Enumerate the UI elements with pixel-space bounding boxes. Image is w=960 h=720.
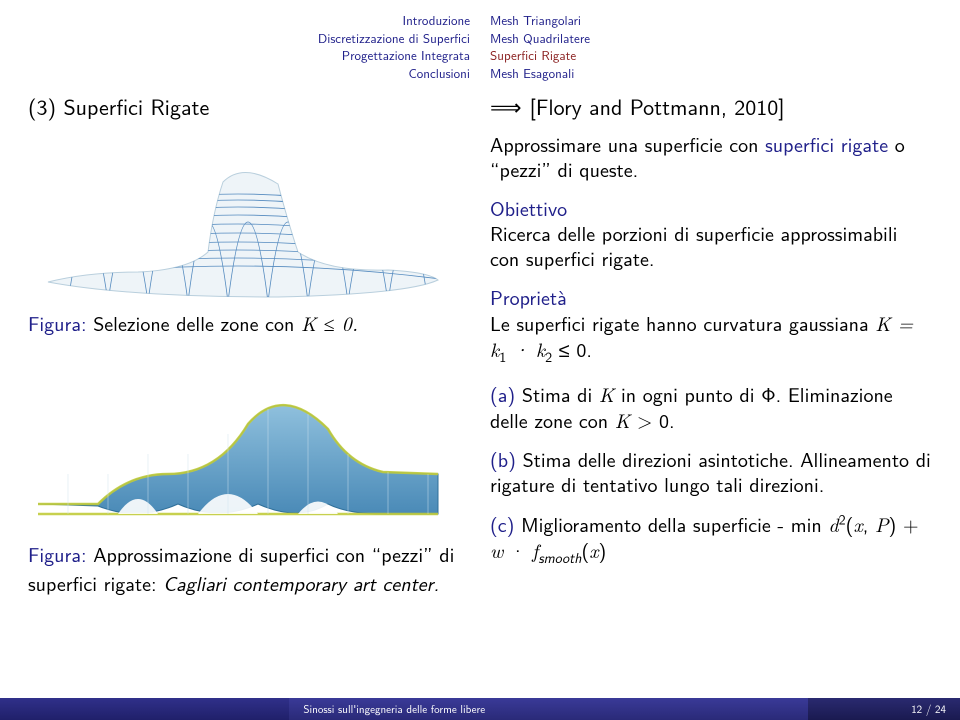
figure-2-caption: Figura: Approssimazione di superfici con… bbox=[28, 540, 470, 598]
figure-1-image bbox=[28, 132, 448, 302]
header-left: Introduzione Discretizzazione di Superfi… bbox=[0, 12, 480, 80]
header-nav: Introduzione Discretizzazione di Superfi… bbox=[0, 0, 960, 80]
left-column: (3) Superfici Rigate bbox=[28, 90, 470, 698]
figure-1: Figura: Selezione delle zone con K ≤ 0. bbox=[28, 132, 470, 354]
intro-para: Approssimare una superficie con superfic… bbox=[490, 132, 932, 182]
figure-2-image bbox=[28, 354, 448, 534]
footer: Sinossi sull'ingegneria delle forme libe… bbox=[0, 698, 960, 720]
figure-1-caption: Figura: Selezione delle zone con K ≤ 0. bbox=[28, 308, 358, 338]
highlight: Proprietà bbox=[490, 283, 567, 312]
step-a: (a) Stima di K in ogni punto di Φ. Elimi… bbox=[490, 381, 932, 433]
slide-title-left: (3) Superfici Rigate bbox=[28, 90, 470, 122]
header-right: Mesh Triangolari Mesh Quadrilatere Super… bbox=[480, 12, 960, 80]
nav-item-current[interactable]: Superfici Rigate bbox=[490, 47, 960, 65]
step-c: (c) Miglioramento della superficie - min… bbox=[490, 511, 932, 568]
highlight: superfici rigate bbox=[765, 130, 888, 159]
citation: [Flory and Pottmann, 2010] bbox=[530, 90, 785, 122]
caption-label: Figura: bbox=[28, 540, 93, 569]
caption-label: Figura: bbox=[28, 309, 93, 338]
slide-title-right: ⟹[Flory and Pottmann, 2010] bbox=[490, 90, 932, 122]
footer-title: Sinossi sull'ingegneria delle forme libe… bbox=[289, 698, 808, 720]
nav-item[interactable]: Introduzione bbox=[0, 12, 470, 30]
nav-item[interactable]: Discretizzazione di Superfici bbox=[0, 30, 470, 48]
nav-item[interactable]: Progettazione Integrata bbox=[0, 47, 470, 65]
objective-para: Obiettivo Ricerca delle porzioni di supe… bbox=[490, 196, 932, 271]
implies-icon: ⟹ bbox=[490, 90, 522, 122]
caption-math: K ≤ 0. bbox=[301, 308, 358, 337]
figure-2: Figura: Approssimazione di superfici con… bbox=[28, 354, 470, 614]
footer-page: 12 / 24 bbox=[808, 698, 960, 720]
step-b: (b) Stima delle direzioni asintotiche. A… bbox=[490, 447, 932, 497]
property-para: Proprietà Le superfici rigate hanno curv… bbox=[490, 285, 932, 367]
caption-text: Selezione delle zone con bbox=[93, 309, 301, 338]
nav-item[interactable]: Mesh Quadrilatere bbox=[490, 30, 960, 48]
nav-item[interactable]: Mesh Triangolari bbox=[490, 12, 960, 30]
caption-italic: Cagliari contemporary art center. bbox=[163, 569, 439, 598]
footer-left bbox=[0, 698, 289, 720]
right-column: ⟹[Flory and Pottmann, 2010] Approssimare… bbox=[490, 90, 932, 698]
